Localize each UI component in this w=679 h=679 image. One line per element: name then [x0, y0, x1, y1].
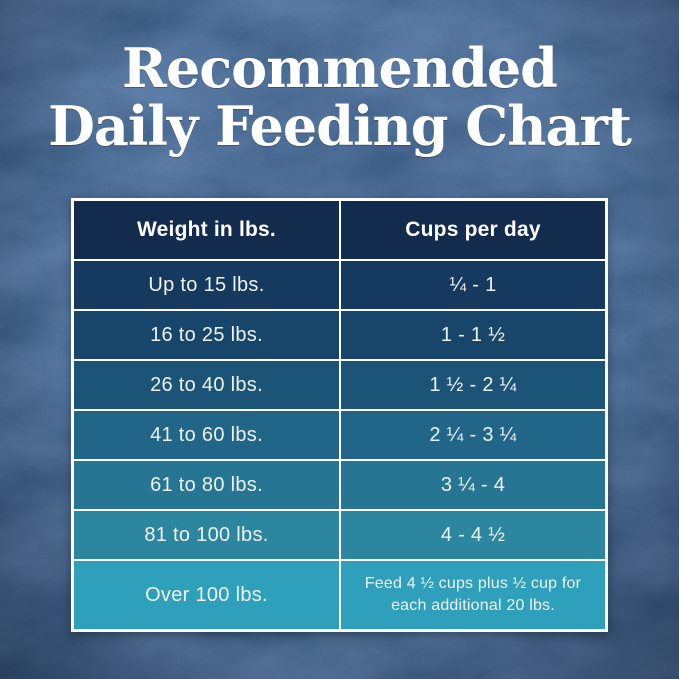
weight-cell-row6: 81 to 100 lbs. — [74, 511, 339, 559]
feeding-table: Weight in lbs. Cups per day Up to 15 lbs… — [71, 198, 608, 632]
weight-cell-row2: 16 to 25 lbs. — [74, 311, 339, 359]
column-header-weight: Weight in lbs. — [74, 201, 339, 259]
weight-cell-row5: 61 to 80 lbs. — [74, 461, 339, 509]
column-header-cups: Cups per day — [341, 201, 605, 259]
cups-cell-row1: ¼ - 1 — [341, 261, 605, 309]
page-title-line1: Recommended — [122, 36, 558, 100]
cups-cell-row6: 4 - 4 ½ — [341, 511, 605, 559]
cups-cell-row4: 2 ¼ - 3 ¼ — [341, 411, 605, 459]
weight-cell-row3: 26 to 40 lbs. — [74, 361, 339, 409]
weight-cell-row7: Over 100 lbs. — [74, 561, 339, 629]
cups-cell-row2: 1 - 1 ½ — [341, 311, 605, 359]
page-title: Recommended Daily Feeding Chart — [0, 36, 679, 158]
page-title-line2: Daily Feeding Chart — [48, 93, 632, 158]
cups-cell-row3: 1 ½ - 2 ¼ — [341, 361, 605, 409]
cups-cell-row7: Feed 4 ½ cups plus ½ cup for each additi… — [341, 561, 605, 629]
weight-cell-row1: Up to 15 lbs. — [74, 261, 339, 309]
cups-cell-row5: 3 ¼ - 4 — [341, 461, 605, 509]
weight-cell-row4: 41 to 60 lbs. — [74, 411, 339, 459]
